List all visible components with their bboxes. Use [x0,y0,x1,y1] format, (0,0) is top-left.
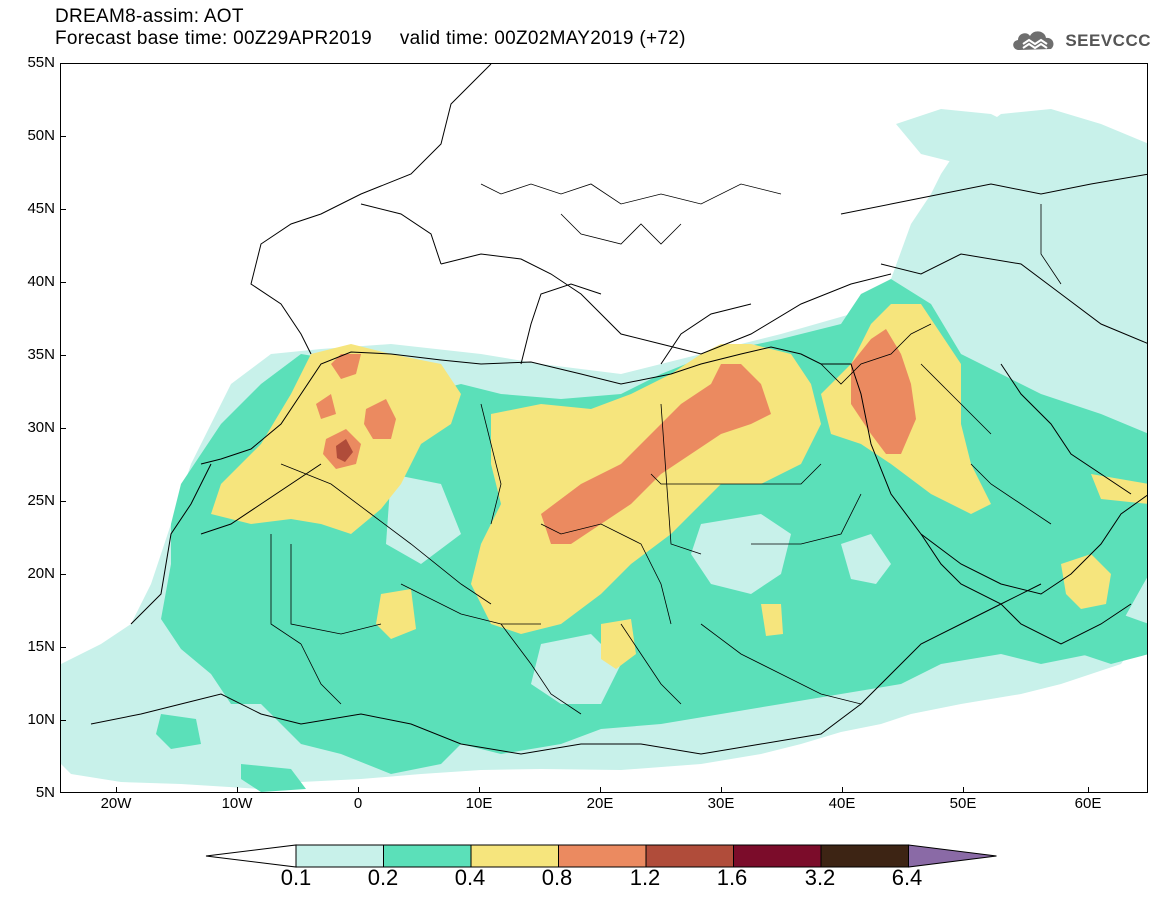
lon-label: 30E [707,795,735,812]
lat-label: 5N [35,784,55,801]
lat-label: 35N [27,346,55,363]
colorbar-label: 0.8 [541,865,573,890]
lon-label: 10E [465,795,493,812]
lat-tick [60,209,66,210]
lon-label: 10W [221,795,253,812]
lat-tick [60,720,66,721]
lat-label: 20N [27,565,55,582]
lat-tick [60,574,66,575]
colorbar [205,844,997,868]
map-panel [60,63,1148,793]
coastlines [90,64,1147,755]
seevccc-logo: SEEVCCC [1009,26,1151,56]
colorbar-label: 3.2 [804,865,836,890]
colorbar-cell [820,844,909,868]
lat-tick [60,282,66,283]
map-subtitle-times: Forecast base time: 00Z29APR2019 valid t… [55,28,686,49]
lat-tick [60,647,66,648]
lat-label: 15N [27,638,55,655]
colorbar-cell [558,844,647,868]
lon-tick [721,787,722,793]
colorbar-label: 1.2 [629,865,661,890]
aot-field-map [61,64,1147,792]
lat-label: 50N [27,127,55,144]
logo-text: SEEVCCC [1065,31,1151,50]
lat-label: 55N [27,54,55,71]
colorbar-cell [295,844,384,868]
colorbar-cell [383,844,472,868]
lon-label: 50E [949,795,977,812]
lat-tick [60,355,66,356]
lat-tick [60,501,66,502]
lon-tick [116,787,117,793]
colorbar-triangle-low [205,844,297,868]
lon-tick [237,787,238,793]
lon-tick [842,787,843,793]
lat-label: 30N [27,419,55,436]
colorbar-cell [733,844,822,868]
lon-tick [963,787,964,793]
colorbar-label: 0.1 [280,865,312,890]
lat-label: 25N [27,492,55,509]
colorbar-cell [645,844,734,868]
lon-label: 0 [353,795,363,812]
borders [270,183,1062,715]
aot-low-patches [386,474,891,704]
colorbar-cells [205,844,997,868]
colorbar-triangle-high [908,844,997,868]
lon-tick [358,787,359,793]
lon-label: 20W [100,795,132,812]
lon-label: 40E [828,795,856,812]
cloud-logo-icon [1013,31,1054,50]
lat-label: 10N [27,711,55,728]
lon-label: 20E [586,795,614,812]
lon-tick [600,787,601,793]
lon-tick [1088,787,1089,793]
lat-label: 45N [27,200,55,217]
lat-tick [60,428,66,429]
map-title: DREAM8-assim: AOT [55,6,244,27]
colorbar-label: 0.2 [367,865,399,890]
colorbar-label: 0.4 [454,865,486,890]
colorbar-label: 6.4 [891,865,923,890]
colorbar-label: 1.6 [716,865,748,890]
lat-tick [60,136,66,137]
lon-label: 60E [1074,795,1102,812]
lat-label: 40N [27,273,55,290]
colorbar-cell [470,844,559,868]
lon-tick [479,787,480,793]
aot-contour-1-2 [336,439,353,462]
